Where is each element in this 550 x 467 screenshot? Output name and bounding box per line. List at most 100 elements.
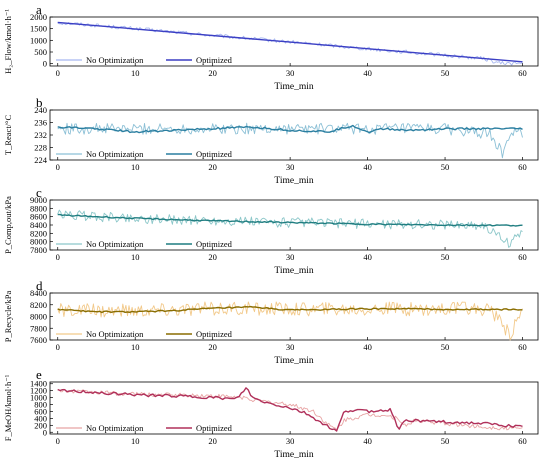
- x-axis-label: Time_min: [274, 176, 313, 186]
- y-tick-label: 1000: [30, 35, 47, 45]
- x-tick-label: 50: [441, 68, 450, 78]
- x-tick-label: 40: [363, 436, 372, 446]
- y-tick-label: 9000: [30, 195, 47, 205]
- series-optimized: [57, 213, 523, 227]
- y-tick-label: 8200: [30, 228, 47, 238]
- y-tick-label: 8000: [30, 237, 47, 247]
- x-tick-label: 0: [56, 342, 60, 352]
- x-tick-label: 60: [518, 342, 527, 352]
- y-tick-label: 0: [43, 59, 47, 69]
- x-tick-label: 50: [441, 162, 450, 172]
- y-tick-label: 0: [43, 427, 47, 437]
- x-tick-label: 60: [518, 252, 527, 262]
- x-tick-label: 20: [208, 252, 217, 262]
- y-tick-label: 1400: [30, 379, 47, 389]
- x-tick-label: 60: [518, 436, 527, 446]
- y-tick-label: 240: [34, 105, 47, 115]
- x-tick-label: 20: [208, 342, 217, 352]
- y-tick-label: 400: [34, 413, 47, 423]
- x-tick-label: 30: [286, 342, 295, 352]
- y-tick-label: 7800: [30, 245, 47, 255]
- x-axis-label: Time_min: [274, 450, 313, 460]
- legend-label: Optimized: [196, 239, 233, 249]
- series-optimized: [57, 387, 523, 432]
- plot-frame: [49, 16, 539, 67]
- y-tick-label: 2000: [30, 12, 47, 22]
- y-tick-label: 1000: [30, 393, 47, 403]
- x-tick-label: 20: [208, 68, 217, 78]
- x-tick-label: 50: [441, 342, 450, 352]
- x-tick-label: 10: [131, 252, 140, 262]
- x-tick-label: 10: [131, 342, 140, 352]
- x-tick-label: 30: [286, 252, 295, 262]
- series-no-optimization: [57, 209, 523, 248]
- legend-label: No Optimization: [86, 55, 144, 65]
- y-tick-label: 800: [34, 400, 47, 410]
- x-tick-label: 40: [363, 68, 372, 78]
- y-tick-label: 600: [34, 406, 47, 416]
- legend-label: No Optimization: [86, 423, 144, 433]
- x-tick-label: 0: [56, 162, 60, 172]
- y-axis-label: F_MeOH/kmol·h⁻¹: [3, 374, 13, 441]
- y-axis-label: H₂_Flow/kmol·h⁻¹: [3, 9, 13, 74]
- x-tick-label: 50: [441, 252, 450, 262]
- panel-letter: e: [36, 367, 42, 382]
- legend-label: Optimized: [196, 329, 233, 339]
- y-tick-label: 8600: [30, 212, 47, 222]
- x-tick-label: 30: [286, 162, 295, 172]
- y-tick-label: 236: [34, 118, 47, 128]
- x-tick-label: 60: [518, 68, 527, 78]
- x-tick-label: 10: [131, 68, 140, 78]
- panel-e: e0 10 20 30 40 50 600200400600800100012001400T…: [3, 367, 539, 460]
- y-tick-label: 200: [34, 420, 47, 430]
- panel-letter: b: [36, 95, 43, 110]
- x-axis-label: Time_min: [274, 266, 313, 276]
- plot-frame: [49, 381, 539, 435]
- x-tick-label: 10: [131, 162, 140, 172]
- series-optimized: [57, 21, 523, 63]
- x-tick-label: 30: [286, 68, 295, 78]
- x-tick-label: 20: [208, 162, 217, 172]
- panel-letter: c: [36, 185, 42, 200]
- series-optimized: [57, 305, 523, 314]
- legend-label: Optimized: [196, 149, 233, 159]
- y-tick-label: 8800: [30, 203, 47, 213]
- series-optimized: [57, 124, 523, 134]
- y-axis-label: P_Recycle/kPa: [3, 291, 13, 343]
- x-axis-label: Time_min: [274, 82, 313, 92]
- y-tick-label: 7600: [30, 335, 47, 345]
- panel-letter: d: [36, 278, 43, 293]
- y-tick-label: 7800: [30, 323, 47, 333]
- x-tick-label: 40: [363, 252, 372, 262]
- legend-label: No Optimization: [86, 329, 144, 339]
- x-tick-label: 30: [286, 436, 295, 446]
- panel-c: c 0 10 20 30 40 50 60 78008000820084008600880090…: [3, 185, 539, 276]
- y-tick-label: 500: [34, 47, 47, 57]
- x-tick-label: 0: [56, 252, 60, 262]
- x-tick-label: 60: [518, 162, 527, 172]
- x-tick-label: 20: [208, 436, 217, 446]
- y-tick-label: 8400: [30, 288, 47, 298]
- y-tick-label: 8200: [30, 300, 47, 310]
- y-tick-label: 8400: [30, 220, 47, 230]
- legend-label: Optimized: [196, 55, 233, 65]
- legend-label: No Optimization: [86, 149, 144, 159]
- panel-b: b 0 10 20 30 40 50 60 224 228 232 236 240 Time_min T_R…: [3, 95, 539, 186]
- y-tick-label: 1500: [30, 24, 47, 34]
- y-tick-label: 232: [34, 130, 47, 140]
- x-axis-label: Time_min: [274, 356, 313, 366]
- y-tick-label: 1200: [30, 386, 47, 396]
- x-tick-label: 0: [56, 436, 60, 446]
- legend-label: No Optimization: [86, 239, 144, 249]
- y-axis-label: T_React/°C: [3, 115, 13, 156]
- x-tick-label: 50: [441, 436, 450, 446]
- x-tick-label: 40: [363, 162, 372, 172]
- x-tick-label: 40: [363, 342, 372, 352]
- y-tick-label: 224: [34, 155, 48, 165]
- y-axis-label: P_Comp,out/kPa: [3, 196, 13, 254]
- x-tick-label: 10: [131, 436, 140, 446]
- panel-letter: a: [36, 2, 42, 17]
